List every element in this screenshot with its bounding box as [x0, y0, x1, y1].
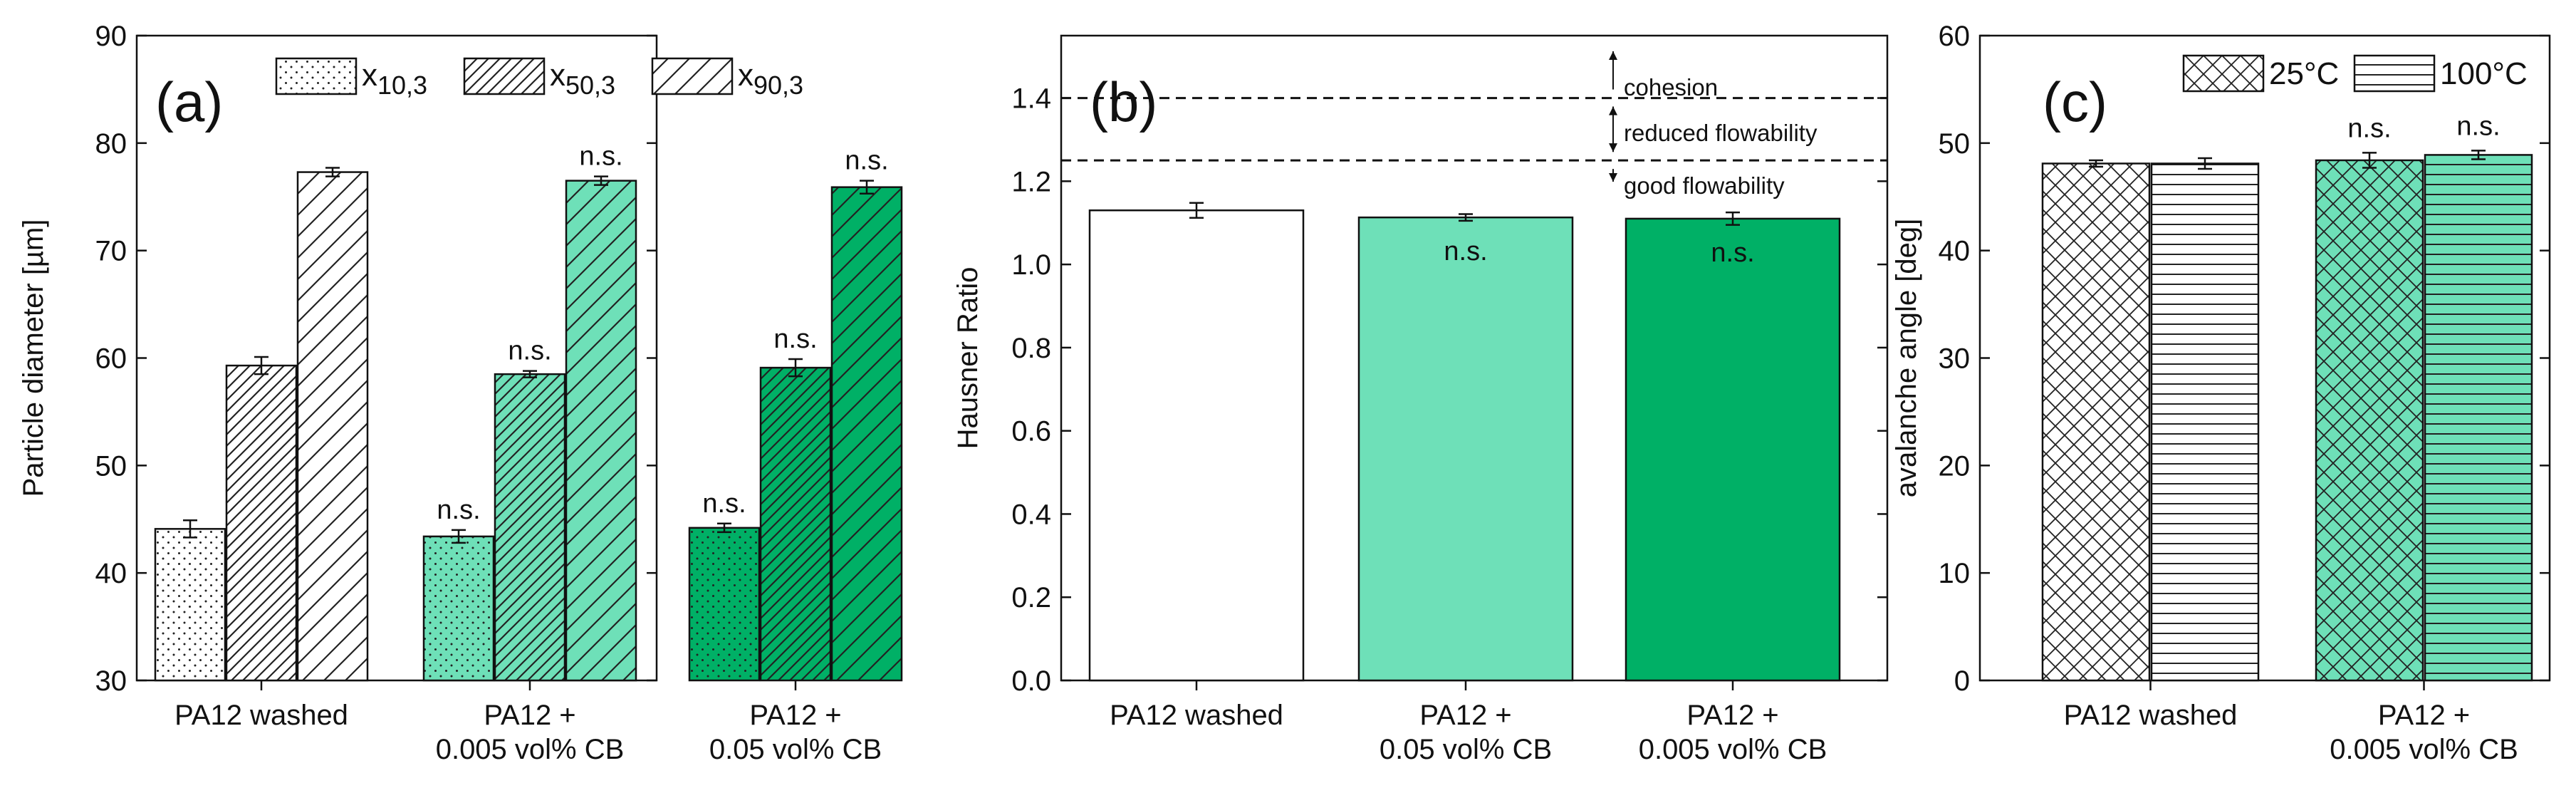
legend-label-subscript: 50,3 [565, 71, 615, 100]
y-tick-label: 60 [95, 343, 127, 375]
x-tick-label: PA12 + [1686, 700, 1778, 731]
bar-x10,3-0-pattern [155, 529, 225, 680]
bar-x90,3-0-pattern [298, 172, 367, 680]
panel-label: (c) [2043, 71, 2107, 133]
bar-x50,3-2-pattern [761, 368, 830, 680]
legend-swatch [2353, 54, 2436, 93]
legend-label-subscript: 10,3 [377, 71, 427, 100]
significance-label: n.s. [773, 324, 817, 354]
y-tick-label: 30 [1939, 343, 1971, 375]
bar-x10,3-1-pattern [424, 536, 494, 680]
x-tick-label: PA12 washed [174, 700, 348, 731]
legend-swatch-pattern [2184, 56, 2263, 91]
significance-label: n.s. [2456, 111, 2500, 141]
legend-swatch [2182, 54, 2265, 93]
bar-100°C-1-pattern [2425, 155, 2532, 681]
reduced-flowability-arrow-down-head [1609, 106, 1617, 115]
y-tick-label: 40 [95, 558, 127, 589]
bar-x50,3-0-pattern [226, 366, 296, 680]
y-tick-label: 0.4 [1011, 499, 1051, 530]
significance-label: n.s. [437, 495, 480, 525]
y-tick-label: 90 [95, 21, 127, 52]
legend-swatch-pattern [464, 58, 544, 94]
bar-hausner-2-fill [1626, 218, 1840, 681]
legend-label-base: x [550, 58, 565, 93]
y-tick-label: 60 [1939, 21, 1971, 52]
legend-label: 100°C [2440, 56, 2528, 91]
bar-hausner-1-fill [1359, 217, 1573, 680]
y-tick-label: 1.4 [1011, 83, 1051, 115]
y-tick-label: 0.8 [1011, 333, 1051, 364]
x-tick-label-line2: 0.005 vol% CB [1639, 734, 1827, 765]
legend-swatch-pattern [652, 58, 732, 94]
bar-hausner-0-fill [1090, 210, 1303, 680]
bar-x90,3-2-pattern [832, 187, 902, 680]
x-tick-label: PA12 washed [2064, 700, 2238, 731]
x-tick-label-line2: 0.05 vol% CB [709, 734, 882, 765]
y-tick-label: 30 [95, 665, 127, 697]
x-tick-label: PA12 washed [1110, 700, 1283, 731]
bar-x10,3-2-pattern [689, 527, 759, 680]
legend-label: x10,3 [362, 58, 427, 100]
significance-label: n.s. [579, 142, 622, 172]
bar-x50,3-1-pattern [495, 374, 565, 680]
y-tick-label: 0.2 [1011, 582, 1051, 613]
significance-label: n.s. [1711, 238, 1754, 268]
y-tick-label: 70 [95, 236, 127, 267]
legend-label: x90,3 [738, 58, 803, 100]
good-flowability-arrow-head [1609, 173, 1617, 182]
legend-label: 25°C [2269, 56, 2339, 91]
y-axis-label: Particle diameter [µm] [18, 219, 49, 497]
x-tick-label-line2: 0.005 vol% CB [2330, 734, 2518, 765]
legend-swatch-pattern [276, 58, 356, 94]
significance-label: n.s. [1444, 237, 1487, 266]
y-axis-label: avalanche angle [deg] [1891, 219, 1922, 497]
panel-label: (b) [1090, 71, 1157, 133]
panel-c: 0 10 20 30 40 50 60 avalanche angle [deg] PA12 w… [1891, 21, 2551, 765]
y-tick-label: 0.0 [1011, 665, 1051, 697]
legend-swatch-pattern [2355, 56, 2434, 91]
legend-label-base: x [362, 58, 377, 93]
y-tick-label: 1.0 [1011, 249, 1051, 281]
y-tick-label: 50 [1939, 128, 1971, 160]
legend-label: x50,3 [550, 58, 615, 100]
y-axis-label: Hausner Ratio [952, 267, 984, 450]
legend-swatch [651, 57, 734, 95]
y-tick-label: 0 [1954, 665, 1970, 697]
x-tick-label: PA12 + [2378, 700, 2470, 731]
significance-label: n.s. [2347, 113, 2391, 143]
significance-label: n.s. [508, 336, 551, 366]
x-tick-label: PA12 + [749, 700, 841, 731]
legend-label-base: x [738, 58, 753, 93]
bar-x90,3-1-pattern [566, 180, 636, 680]
x-tick-label-line2: 0.005 vol% CB [436, 734, 625, 765]
y-tick-label: 80 [95, 128, 127, 160]
legend-swatch [275, 57, 358, 95]
panel-b: 0.0 0.2 0.4 0.6 0.8 1.0 1.2 1.4 Hausner Ratio PA1… [952, 34, 1889, 765]
bar-25°C-1-pattern [2316, 160, 2423, 680]
legend-swatch [463, 57, 546, 95]
legend-label-subscript: 90,3 [753, 71, 803, 100]
bar-25°C-0-pattern [2043, 163, 2149, 680]
bar-100°C-0-pattern [2152, 163, 2258, 680]
y-tick-label: 10 [1939, 558, 1971, 589]
y-tick-label: 1.2 [1011, 166, 1051, 197]
x-tick-label: PA12 + [484, 700, 575, 731]
annotation-reduced-flowability: reduced flowability [1624, 120, 1818, 146]
y-tick-label: 50 [95, 450, 127, 482]
x-tick-label-line2: 0.05 vol% CB [1380, 734, 1552, 765]
cohesion-arrow-head [1609, 51, 1617, 60]
annotation-good-flowability: good flowability [1624, 172, 1785, 199]
panel-a: 30 40 50 60 70 80 90 Particle diameter [µm] PA12… [18, 21, 903, 765]
x-tick-label: PA12 + [1419, 700, 1511, 731]
annotation-cohesion: cohesion [1624, 74, 1718, 100]
y-tick-label: 0.6 [1011, 416, 1051, 447]
significance-label: n.s. [845, 146, 888, 176]
significance-label: n.s. [702, 489, 746, 519]
y-tick-label: 20 [1939, 450, 1971, 482]
y-tick-label: 40 [1939, 236, 1971, 267]
panel-label: (a) [155, 71, 223, 133]
